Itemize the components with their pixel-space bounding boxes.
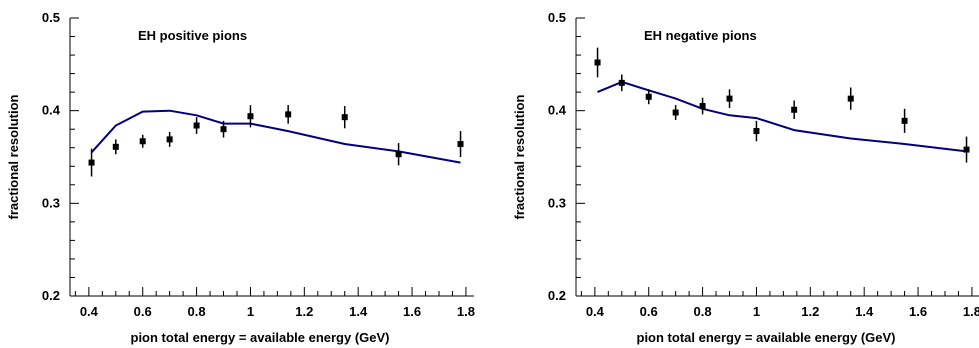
y-tick-label: 0.4 xyxy=(42,103,61,118)
x-tick-label: 1.2 xyxy=(801,304,819,319)
x-tick-label: 0.6 xyxy=(134,304,152,319)
x-tick-label: 0.4 xyxy=(586,304,605,319)
data-point xyxy=(166,136,173,143)
x-tick-label: 0.8 xyxy=(694,304,712,319)
model-curve xyxy=(90,109,461,164)
y-axis-label: fractional resolution xyxy=(512,94,527,219)
x-tick-label: 0.6 xyxy=(640,304,658,319)
x-tick-label: 1.4 xyxy=(855,304,874,319)
y-tick-label: 0.3 xyxy=(548,195,566,210)
model-curve xyxy=(597,80,967,153)
y-tick-label: 0.5 xyxy=(548,10,566,25)
chart-panel-negative-pions: 0.2 0.3 0.4 0.5 0.4 0.6 0.8 1 1.2 1.4 1.6 1.8 pion t… xyxy=(512,10,979,345)
data-point xyxy=(901,117,908,124)
x-axis-label: pion total energy = available energy (Ge… xyxy=(131,330,390,345)
data-point xyxy=(220,126,227,133)
data-point xyxy=(395,151,402,158)
x-tick-label: 1.6 xyxy=(403,304,421,319)
data-point xyxy=(285,111,292,118)
data-point xyxy=(618,79,625,86)
y-tick-label: 0.5 xyxy=(42,10,60,25)
x-tick-label: 0.4 xyxy=(80,304,99,319)
chart-title: EH negative pions xyxy=(644,28,757,43)
data-point xyxy=(341,114,348,121)
data-point xyxy=(193,122,200,129)
x-tick-label: 1 xyxy=(247,304,254,319)
x-tick-label: 1 xyxy=(753,304,760,319)
x-tick-label: 1.4 xyxy=(349,304,368,319)
data-point xyxy=(753,128,760,135)
data-point xyxy=(726,95,733,102)
y-tick-label: 0.4 xyxy=(548,103,567,118)
x-tick-label: 1.8 xyxy=(963,304,979,319)
x-tick-label: 0.8 xyxy=(188,304,206,319)
data-point xyxy=(247,113,254,120)
data-point xyxy=(963,146,970,153)
x-tick-label: 1.2 xyxy=(295,304,313,319)
chart-panel-positive-pions: 0.2 0.3 0.4 0.5 0.4 0.6 0.8 1 1.2 1.4 1.6 1.8 pion t… xyxy=(6,10,475,345)
chart-title: EH positive pions xyxy=(138,28,247,43)
x-axis-label: pion total energy = available energy (Ge… xyxy=(637,330,896,345)
data-point xyxy=(139,138,146,145)
data-point xyxy=(791,106,798,113)
data-point xyxy=(645,93,652,100)
y-tick-label: 0.2 xyxy=(548,288,566,303)
data-point xyxy=(699,103,706,110)
data-point xyxy=(847,95,854,102)
data-point xyxy=(88,159,95,166)
x-tick-label: 1.8 xyxy=(457,304,475,319)
data-point xyxy=(594,59,601,66)
data-point xyxy=(672,109,679,116)
y-tick-label: 0.3 xyxy=(42,195,60,210)
y-tick-label: 0.2 xyxy=(42,288,60,303)
y-axis-label: fractional resolution xyxy=(6,94,21,219)
data-point xyxy=(112,143,119,150)
data-point xyxy=(457,141,464,148)
x-tick-label: 1.6 xyxy=(909,304,927,319)
